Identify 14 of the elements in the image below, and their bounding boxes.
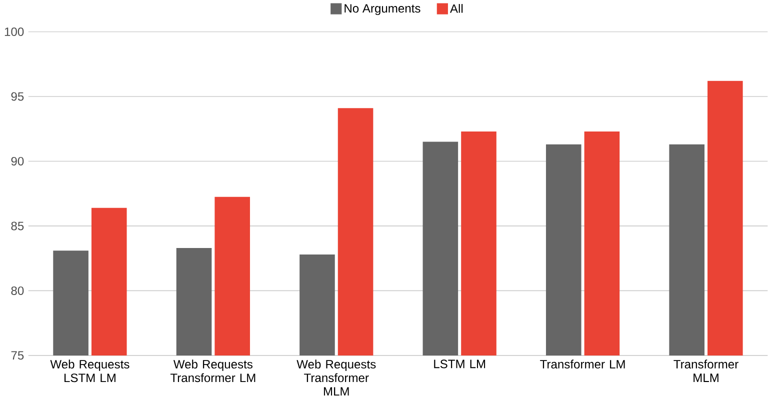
x-tick-label: Transformer LM bbox=[540, 360, 625, 369]
y-tick-label: 95 bbox=[11, 92, 24, 101]
x-tick-label: Web Requests LSTM LM bbox=[50, 360, 130, 382]
x-tick-label: LSTM LM bbox=[434, 360, 486, 368]
x-tick-label: Web Requests Transformer LM bbox=[170, 360, 256, 382]
legend-label: No Arguments bbox=[344, 4, 420, 16]
y-tick-label: 90 bbox=[11, 157, 24, 166]
x-tick-label: Web Requests Transformer MLM bbox=[296, 360, 376, 396]
y-tick-label: 80 bbox=[11, 286, 24, 296]
y-tick-label: 100 bbox=[4, 28, 24, 36]
x-tick-label: Transformer MLM bbox=[674, 360, 738, 382]
legend-label: All bbox=[450, 4, 463, 13]
y-tick-label: 85 bbox=[11, 222, 24, 230]
y-tick-label: 75 bbox=[11, 351, 24, 360]
